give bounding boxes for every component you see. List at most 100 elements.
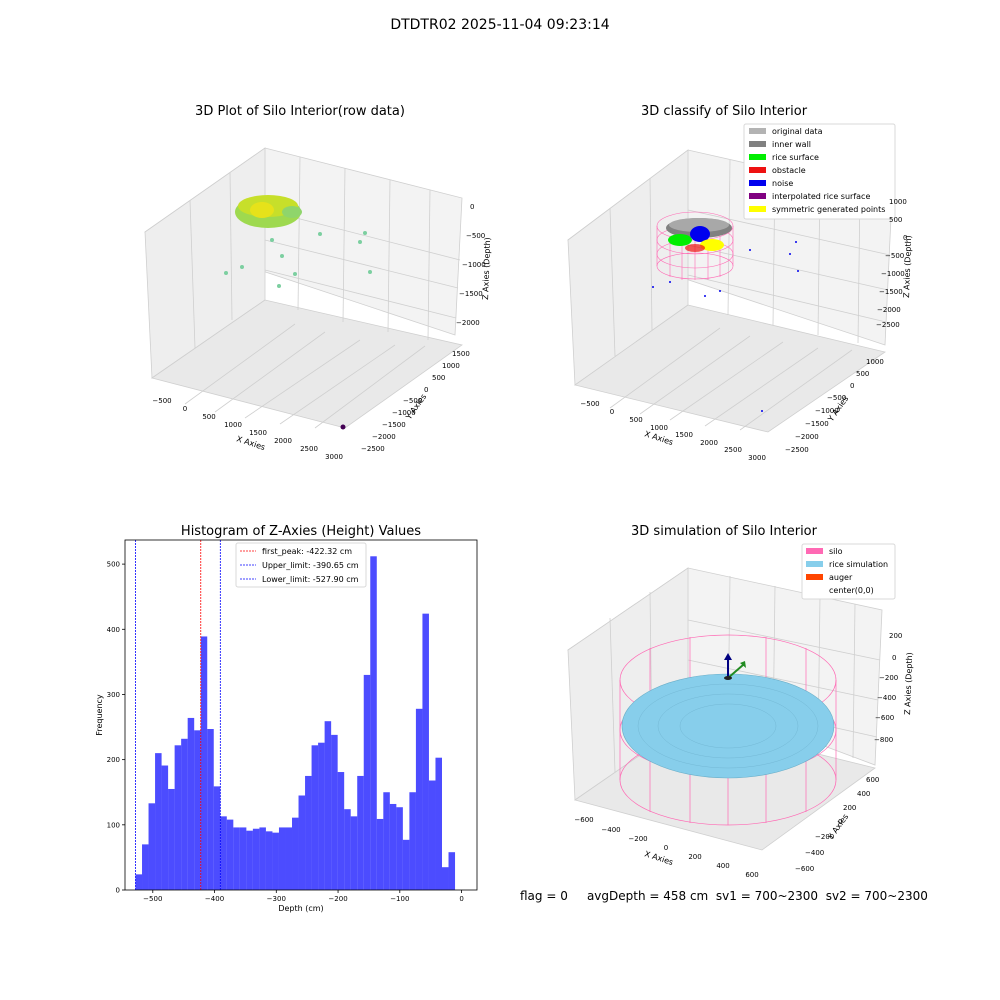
- legend-entry: Upper_limit: -390.65 cm: [262, 561, 359, 570]
- histogram-bar: [168, 788, 175, 890]
- sim-xtick: 0: [664, 844, 668, 852]
- histogram-bar: [220, 816, 227, 890]
- histogram-ytick-label: 400: [107, 626, 120, 634]
- legend-entry: rice simulation: [829, 560, 888, 569]
- legend-entry: inner wall: [772, 140, 811, 149]
- histogram-xtick-label: −300: [267, 895, 286, 903]
- histogram-bar: [435, 757, 442, 890]
- histogram-bar: [363, 674, 371, 890]
- histogram-ylabel: Frequency: [95, 694, 104, 736]
- sim-ytick: −400: [805, 849, 824, 857]
- histogram-bar: [415, 708, 423, 890]
- classify-ytick: 1000: [866, 358, 884, 366]
- legend-entry: symmetric generated points: [772, 205, 885, 214]
- raw-xtick: 3000: [325, 453, 343, 461]
- histogram-bar: [448, 852, 456, 890]
- raw-ytick: −1000: [392, 409, 416, 417]
- sim-ztick: 0: [892, 654, 896, 662]
- histogram-xtick-label: −500: [143, 895, 162, 903]
- classify-xtick: 0: [610, 408, 614, 416]
- simulation-legend: silo rice simulation auger center(0,0): [801, 543, 896, 600]
- legend-entry: noise: [772, 179, 793, 188]
- raw-ytick: 1500: [452, 350, 470, 358]
- raw-ztick: −2000: [456, 319, 480, 327]
- classify-ztick: −2000: [877, 306, 901, 314]
- sim-xtick: 600: [745, 871, 758, 879]
- histogram-bar: [370, 556, 377, 890]
- raw-ytick: −500: [403, 397, 422, 405]
- legend-entry: rice surface: [772, 153, 819, 162]
- histogram-bar: [142, 844, 149, 890]
- histogram-bar: [389, 803, 397, 890]
- histogram-bar: [207, 729, 214, 890]
- histogram-bar: [233, 827, 240, 890]
- histogram-bar: [383, 792, 390, 890]
- histogram-ytick-label: 0: [116, 887, 120, 895]
- histogram-bar: [311, 745, 319, 890]
- raw-xtick: 500: [202, 413, 215, 421]
- classify-ytick: 0: [850, 382, 854, 390]
- raw-3d-plot: −500 0 500 1000 1500 2000 2500 3000 X Ax…: [144, 147, 492, 461]
- sim-ztick: −200: [879, 674, 898, 682]
- sim-zlabel: Z Axies (Depth): [903, 652, 914, 715]
- histogram-bar: [135, 874, 143, 890]
- histogram-bar: [376, 818, 384, 890]
- classify-xtick: 1500: [675, 431, 693, 439]
- histogram-xtick-label: −100: [390, 895, 409, 903]
- legend-entry: interpolated rice surface: [772, 192, 870, 201]
- sim-ytick: 400: [857, 790, 870, 798]
- histogram-bar: [422, 613, 429, 890]
- legend-entry: auger: [829, 573, 853, 582]
- classify-ytick: 500: [856, 370, 869, 378]
- simulation-3d-plot: silo rice simulation auger center(0,0) −…: [567, 543, 914, 879]
- histogram-bar: [350, 816, 358, 890]
- classify-legend: original data inner wall rice surface ob…: [743, 123, 896, 220]
- histogram-bar: [213, 786, 221, 890]
- sim-ytick: 600: [866, 776, 879, 784]
- sim-ytick: 200: [843, 804, 856, 812]
- histogram-ytick-label: 300: [107, 691, 120, 699]
- sim-ztick: 200: [889, 632, 902, 640]
- classify-ztick: −1500: [879, 288, 903, 296]
- classify-ytick: −2500: [785, 446, 809, 454]
- histogram-bar: [402, 839, 410, 890]
- legend-swatch: [806, 548, 823, 554]
- raw-ytick: 0: [424, 386, 428, 394]
- sim-ztick: −800: [874, 736, 893, 744]
- histogram-bar: [396, 807, 403, 890]
- histogram-bar: [441, 867, 449, 890]
- raw-xtick: 2000: [274, 437, 292, 445]
- status-avg-depth: avgDepth = 458 cm: [586, 889, 709, 903]
- legend-swatch: [806, 574, 823, 580]
- raw-ztick: −500: [466, 232, 485, 240]
- status-sv2: sv2 = 700~2300: [825, 889, 928, 903]
- legend-entry: obstacle: [772, 166, 806, 175]
- raw-xtick: 2500: [300, 445, 318, 453]
- classify-ztick: 0: [903, 234, 907, 242]
- legend-swatch: [749, 206, 766, 212]
- histogram-bar: [292, 817, 299, 890]
- histogram-xlabel: Depth (cm): [278, 904, 323, 913]
- classify-ztick: −1000: [881, 270, 905, 278]
- classify-plot-title: 3D classify of Silo Interior: [640, 104, 808, 119]
- classify-xtick: 500: [629, 416, 642, 424]
- raw-ytick: −1500: [382, 421, 406, 429]
- raw-ytick: −2500: [361, 445, 385, 453]
- raw-ytick: 1000: [442, 362, 460, 370]
- histogram-bar: [259, 827, 266, 890]
- legend-entry: original data: [772, 127, 823, 136]
- histogram-bar: [324, 721, 332, 890]
- raw-zlabel: Z Axies (Depth): [481, 237, 492, 300]
- raw-xtick: 0: [183, 405, 187, 413]
- histogram-xtick-label: −400: [205, 895, 224, 903]
- sim-ztick: −400: [877, 694, 896, 702]
- histogram-title: Histogram of Z-Axies (Height) Values: [180, 524, 422, 539]
- histogram-legend: first_peak: -422.32 cm Upper_limit: -390…: [235, 542, 367, 588]
- histogram-ytick-label: 100: [107, 821, 120, 829]
- simulation-plot-title: 3D simulation of Silo Interior: [631, 524, 817, 539]
- raw-xtick: −500: [152, 397, 171, 405]
- histogram-frame: [124, 539, 478, 891]
- raw-ztick: −1500: [459, 290, 483, 298]
- legend-swatch: [749, 193, 766, 199]
- histogram-bar: [357, 775, 364, 890]
